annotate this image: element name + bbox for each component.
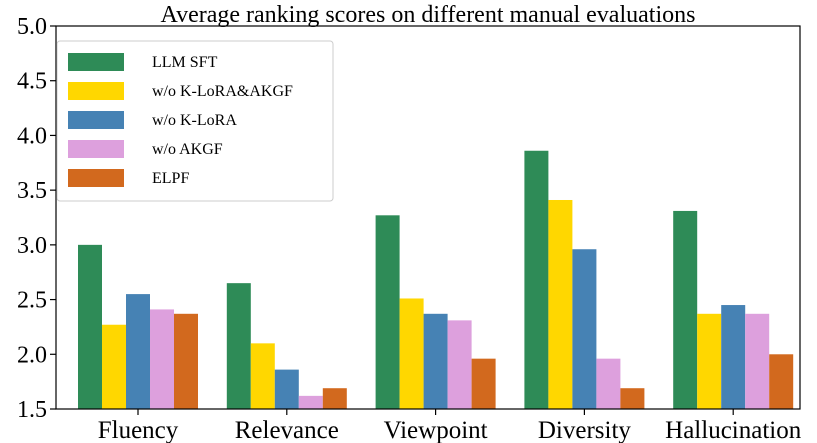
y-tick-label: 3.5 (17, 178, 47, 204)
legend-swatch (68, 82, 124, 100)
chart-title: Average ranking scores on different manu… (161, 2, 696, 28)
plot-frame (55, 25, 801, 410)
bar (572, 249, 597, 409)
bar (126, 294, 150, 409)
bar (250, 343, 275, 409)
bar (399, 298, 424, 409)
legend-box (56, 40, 334, 202)
legend-label: w/o AKGF (152, 141, 223, 158)
x-tick-label: Viewpoint (384, 417, 488, 443)
bar (697, 313, 722, 409)
legend-label: ELPF (152, 170, 189, 187)
x-tick-label: Fluency (98, 417, 179, 443)
legend-swatch (68, 111, 124, 129)
bar (721, 305, 746, 409)
y-tick-label: 5.0 (17, 14, 47, 40)
legend-label: LLM SFT (152, 54, 218, 71)
bars-group (78, 150, 794, 409)
y-tick-label: 4.0 (17, 123, 47, 149)
legend-swatch (68, 169, 124, 187)
bar (150, 309, 174, 409)
y-axis: 1.5 2.0 2.5 3.0 3.5 4.0 4.5 5.0 (17, 14, 56, 423)
bar (620, 388, 645, 409)
y-tick-label: 3.0 (17, 233, 47, 259)
y-tick-label: 2.0 (17, 342, 47, 368)
x-axis: Fluency Relevance Viewpoint Diversity Halluc… (98, 409, 802, 443)
x-tick-label: Relevance (235, 417, 339, 443)
x-tick-label: Diversity (538, 417, 632, 443)
legend-swatch (68, 140, 124, 158)
bar (471, 358, 496, 409)
bar (102, 324, 126, 409)
y-tick-label: 1.5 (17, 397, 47, 423)
legend-label: w/o K-LoRA&AKGF (152, 83, 293, 100)
bar (447, 320, 472, 409)
bar (745, 313, 770, 409)
bar (548, 199, 573, 409)
legend-swatch (68, 53, 124, 71)
x-tick-label: Hallucination (665, 417, 802, 443)
bar (375, 215, 400, 409)
y-tick-label: 4.5 (17, 69, 47, 95)
bar (322, 388, 347, 409)
bar (524, 150, 549, 409)
bar (673, 210, 698, 409)
bar (769, 354, 794, 409)
legend-label: w/o K-LoRA (152, 112, 237, 129)
bar (298, 395, 323, 409)
bar (226, 283, 251, 409)
bar (596, 358, 621, 409)
legend: LLM SFT w/o K-LoRA&AKGF w/o K-LoRA w/o AKGF… (56, 40, 334, 202)
bar (423, 313, 448, 409)
bar (78, 244, 102, 409)
y-tick-label: 2.5 (17, 288, 47, 314)
bar (174, 313, 198, 409)
bar (274, 369, 299, 409)
